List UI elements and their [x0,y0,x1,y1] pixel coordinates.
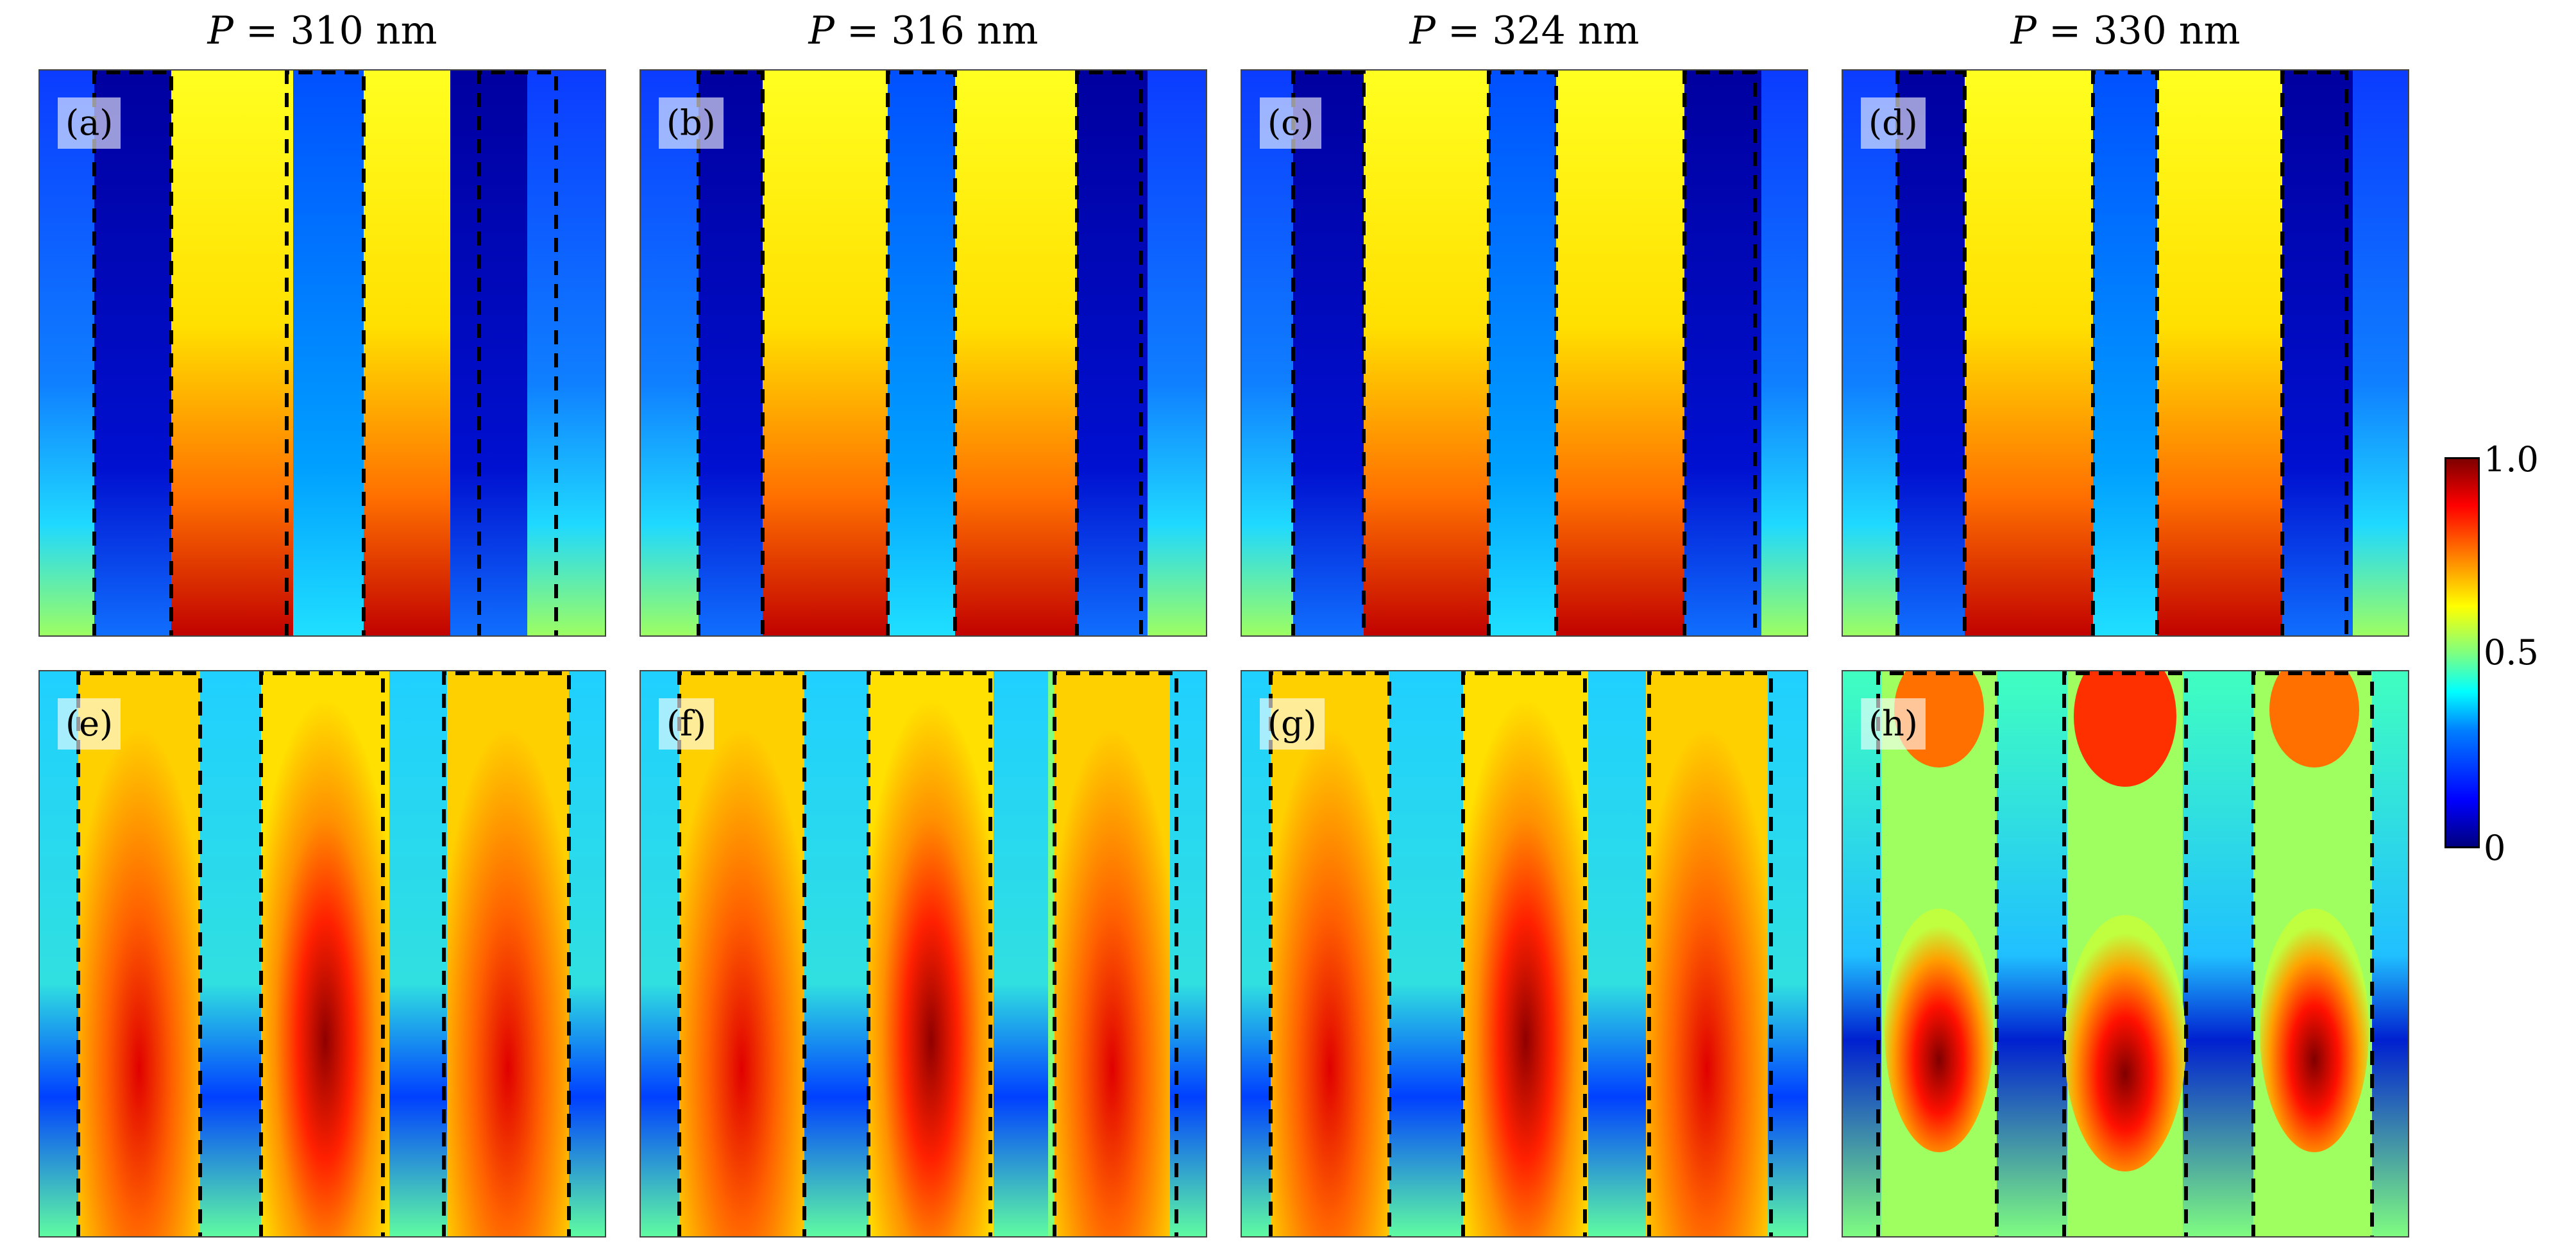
panel-label: (f) [659,698,715,750]
panel-label: (g) [1260,698,1325,750]
panel-b: (b) [640,69,1207,637]
panel-c: (c) [1241,69,1808,637]
panel-e: (e) [38,670,606,1238]
period-value: = 316 nm [846,8,1038,53]
panel-label: (c) [1260,97,1322,149]
column-title-4: P = 330 nm [1842,5,2409,56]
period-value: = 330 nm [2048,8,2241,53]
period-variable: P [2010,8,2037,53]
period-variable: P [207,8,233,53]
column-title-2: P = 316 nm [640,5,1207,56]
panel-d: (d) [1842,69,2409,637]
colorbar-min-label: 0 [2484,828,2506,868]
panel-label: (d) [1861,97,1926,149]
colorbar [2445,457,2480,848]
panel-h: (h) [1842,670,2409,1238]
period-variable: P [808,8,835,53]
colorbar-max-label: 1.0 [2484,439,2539,480]
panel-f: (f) [640,670,1207,1238]
period-variable: P [1409,8,1436,53]
colorbar-mid-label: 0.5 [2484,632,2539,673]
panel-label: (e) [58,698,121,750]
panel-g: (g) [1241,670,1808,1238]
column-title-3: P = 324 nm [1241,5,1808,56]
panel-a: (a) [38,69,606,637]
panel-label: (h) [1861,698,1926,750]
column-title-1: P = 310 nm [38,5,606,56]
period-value: = 324 nm [1447,8,1640,53]
panel-label: (a) [58,97,121,149]
panel-label: (b) [659,97,724,149]
period-value: = 310 nm [245,8,437,53]
